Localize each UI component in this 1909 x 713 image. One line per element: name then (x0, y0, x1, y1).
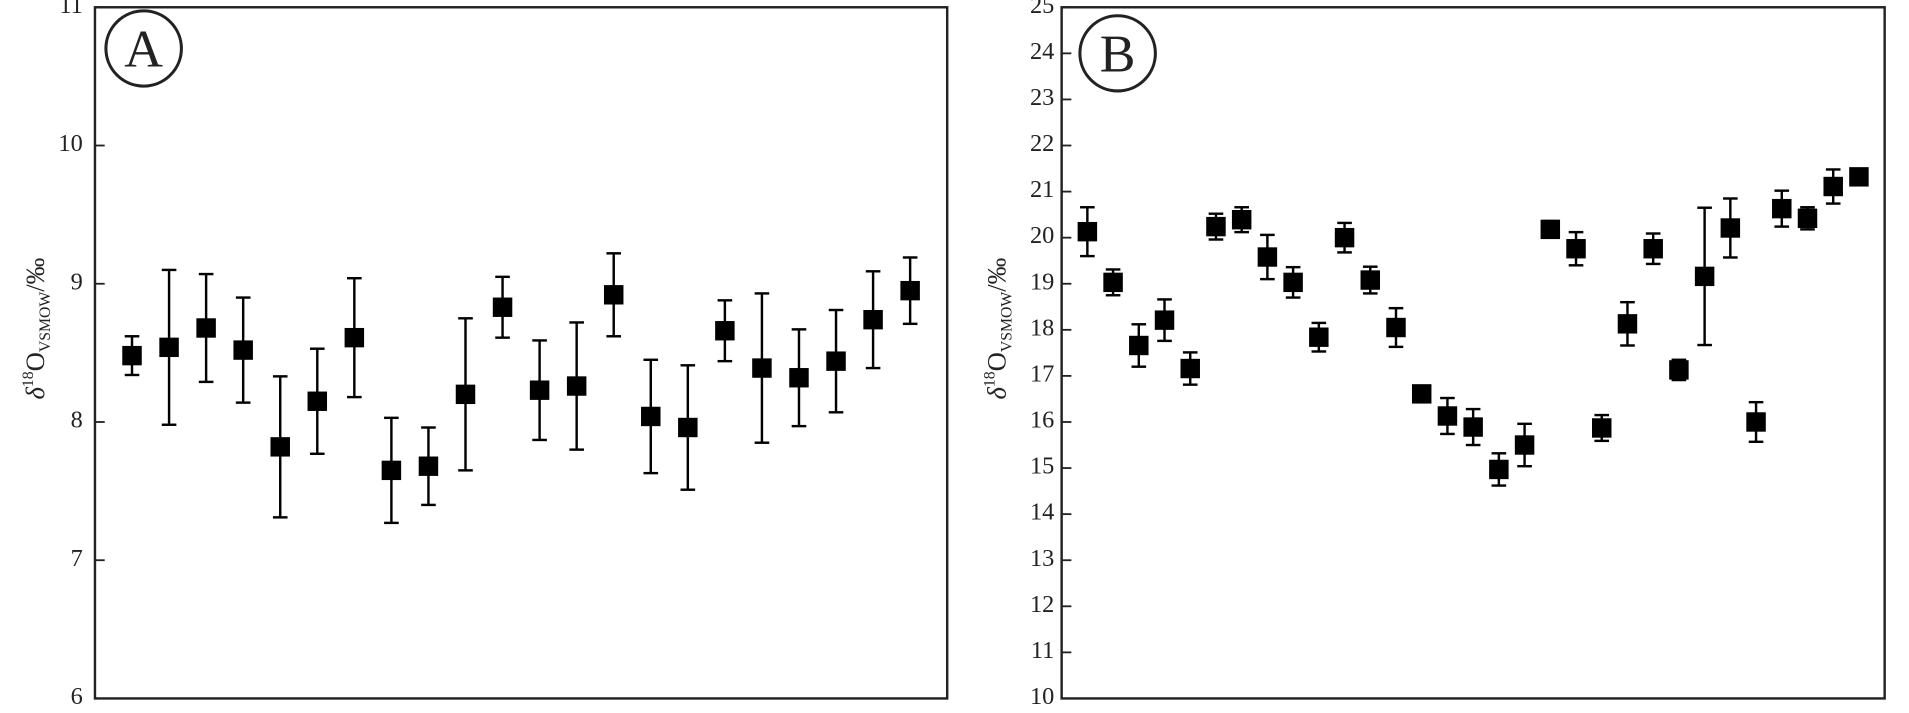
marker (1823, 176, 1843, 197)
marker (1592, 418, 1612, 438)
marker (715, 321, 735, 341)
marker (1103, 272, 1123, 293)
plot-frame (1060, 6, 1886, 700)
y-tick-label: 12 (1030, 591, 1054, 618)
marker (1231, 209, 1252, 230)
marker (492, 297, 513, 317)
marker (900, 280, 920, 301)
marker (1746, 412, 1766, 432)
y-axis-label-part: O (20, 352, 50, 371)
marker (1437, 406, 1458, 426)
marker (1463, 417, 1483, 437)
marker (863, 309, 883, 330)
plot-frame (93, 6, 949, 700)
marker (1283, 272, 1303, 293)
y-tick-label: 20 (1030, 222, 1054, 249)
marker (529, 380, 550, 400)
y-tick-label: 23 (1030, 84, 1054, 111)
y-axis-label: δ18OVSMOW/‰ (20, 257, 54, 399)
y-tick-label: 7 (71, 545, 83, 572)
marker (455, 384, 476, 405)
y-tick-label: 15 (1030, 453, 1054, 480)
marker (270, 437, 290, 457)
marker (826, 351, 846, 371)
y-tick-label: 24 (1030, 38, 1054, 65)
y-tick-label: 6 (71, 683, 83, 710)
marker (233, 340, 253, 360)
marker (1514, 435, 1535, 455)
marker (1720, 218, 1741, 238)
y-tick-label: 17 (1030, 361, 1054, 388)
marker (1411, 384, 1432, 404)
marker (1257, 247, 1278, 267)
marker (1309, 327, 1329, 347)
y-tick-label: 25 (1030, 0, 1054, 19)
marker (122, 345, 142, 366)
y-axis-label-part: O (982, 352, 1012, 371)
marker (1617, 314, 1638, 334)
chart-panel: 10111213141516171819202122232425Bδ18OVSM… (982, 0, 1886, 710)
marker (752, 358, 772, 378)
marker (418, 456, 439, 476)
y-tick-label: 14 (1030, 499, 1054, 526)
y-tick-label: 19 (1030, 268, 1054, 295)
y-axis-label-part: VSMOW (999, 292, 1016, 352)
panel-label: B (1100, 24, 1136, 84)
marker (1360, 270, 1381, 290)
marker (1540, 219, 1561, 240)
y-tick-label: 21 (1030, 176, 1054, 203)
marker (1129, 335, 1149, 356)
y-axis-label-part: 18 (20, 371, 37, 387)
y-axis-label-part: 18 (982, 371, 999, 387)
marker (381, 460, 402, 481)
marker (1180, 358, 1200, 379)
y-tick-label: 10 (1030, 683, 1054, 710)
y-tick-label: 22 (1030, 130, 1054, 157)
marker (603, 285, 624, 305)
y-axis-label-part: /‰ (982, 257, 1012, 291)
y-tick-label: 11 (1031, 637, 1054, 664)
marker (1643, 239, 1663, 259)
marker (1849, 167, 1869, 187)
y-tick-label: 10 (58, 130, 82, 157)
marker (1334, 227, 1355, 248)
y-axis-label-part: δ (20, 387, 50, 400)
marker (159, 337, 179, 358)
marker (196, 318, 216, 338)
marker (1154, 310, 1175, 330)
y-axis-label: δ18OVSMOW/‰ (982, 257, 1016, 399)
panel-label: A (124, 19, 163, 79)
y-axis-label-part: δ (982, 387, 1012, 400)
y-tick-label: 9 (71, 268, 83, 295)
marker (678, 417, 698, 438)
marker (1206, 216, 1226, 237)
panel-label-circle (104, 9, 183, 88)
y-tick-label: 11 (59, 0, 82, 19)
marker (641, 406, 661, 427)
marker (1566, 239, 1586, 259)
panel-label-circle (1078, 14, 1157, 93)
marker (1077, 221, 1098, 242)
marker (307, 391, 328, 411)
marker (344, 327, 365, 348)
marker (1694, 266, 1715, 287)
marker (566, 376, 587, 396)
marker (1386, 317, 1406, 338)
y-axis-label-part: /‰ (20, 257, 50, 291)
marker (1669, 360, 1689, 380)
y-axis-label-part: VSMOW (37, 292, 54, 352)
marker (789, 368, 809, 388)
marker (1797, 208, 1818, 229)
y-tick-label: 18 (1030, 314, 1054, 341)
marker (1489, 459, 1509, 480)
y-tick-label: 16 (1030, 407, 1054, 434)
y-tick-label: 13 (1030, 545, 1054, 572)
marker (1772, 198, 1792, 219)
y-tick-label: 8 (71, 407, 83, 434)
